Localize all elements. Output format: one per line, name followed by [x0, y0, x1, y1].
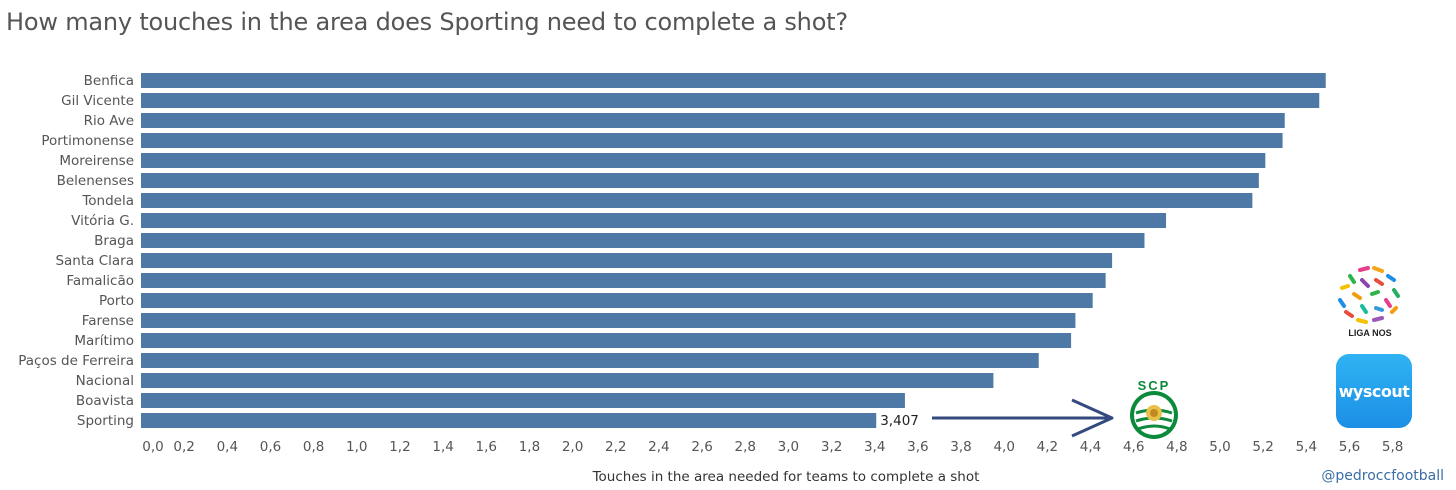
- x-tick-label: 0,4: [217, 439, 238, 455]
- bar-tondela[interactable]: [141, 193, 1253, 208]
- liga-nos-logo: LIGA NOS: [1332, 264, 1408, 344]
- category-label: Tondela: [81, 193, 134, 209]
- category-label: Braga: [94, 233, 134, 249]
- x-tick-label: 2,2: [605, 439, 626, 455]
- x-tick-label: 2,8: [734, 439, 755, 455]
- category-label: Nacional: [76, 373, 134, 389]
- liga-nos-ball-icon: [1338, 266, 1400, 324]
- bar-benfica[interactable]: [141, 73, 1326, 88]
- x-tick-label: 3,6: [907, 439, 928, 455]
- bar-portimonense[interactable]: [141, 133, 1283, 148]
- category-label: Moreirense: [59, 153, 134, 169]
- x-tick-label: 5,6: [1339, 439, 1360, 455]
- x-tick-label: 4,4: [1080, 439, 1101, 455]
- tick-labels: 0,0 0,2 0,4 0,6 0,8 1,0 1,2 1,4 1,6 1,8 2,0 2,2 2,4 2…: [142, 439, 1403, 455]
- x-tick-label: 1,0: [346, 439, 367, 455]
- category-label: Boavista: [76, 393, 134, 409]
- bars-group: [141, 73, 1326, 428]
- sporting-lion-icon: [1130, 391, 1178, 439]
- bar-farense[interactable]: [141, 313, 1076, 328]
- category-label: Farense: [82, 313, 134, 329]
- bar-moreirense[interactable]: [141, 153, 1266, 168]
- category-label: Belenenses: [57, 173, 134, 189]
- bar-santa-clara[interactable]: [141, 253, 1113, 268]
- x-tick-label: 5,2: [1252, 439, 1273, 455]
- x-tick-label: 5,0: [1209, 439, 1230, 455]
- category-label: Vitória G.: [71, 213, 134, 229]
- x-tick-label: 2,0: [562, 439, 583, 455]
- x-tick-label: 1,8: [519, 439, 540, 455]
- x-tick-label: 0,8: [303, 439, 324, 455]
- bar-braga[interactable]: [141, 233, 1145, 248]
- x-tick-label: 1,4: [432, 439, 453, 455]
- x-tick-label: 3,8: [950, 439, 971, 455]
- category-label: Porto: [99, 293, 134, 309]
- x-axis-title: Touches in the area needed for teams to …: [592, 469, 980, 485]
- category-labels: Benfica Gil Vicente Rio Ave Portimonense Mor…: [18, 73, 919, 429]
- x-tick-label: 0,2: [173, 439, 194, 455]
- x-tick-label: 4,0: [993, 439, 1014, 455]
- x-tick-label: 4,2: [1037, 439, 1058, 455]
- category-label: Portimonense: [41, 133, 134, 149]
- x-tick-label: 2,4: [648, 439, 669, 455]
- bar-porto[interactable]: [141, 293, 1093, 308]
- category-label: Sporting: [77, 413, 134, 429]
- chart-title: How many touches in the area does Sporti…: [6, 8, 848, 36]
- x-tick-label: 1,6: [476, 439, 497, 455]
- category-label: Rio Ave: [84, 113, 134, 129]
- bar-rio-ave[interactable]: [141, 113, 1285, 128]
- annotation-group: [932, 398, 1114, 438]
- liga-nos-text: LIGA NOS: [1348, 328, 1391, 338]
- x-tick-label: 3,4: [864, 439, 885, 455]
- x-tick-label: 3,2: [821, 439, 842, 455]
- x-tick-label: 3,0: [778, 439, 799, 455]
- wyscout-text: wyscout: [1338, 381, 1410, 401]
- x-tick-label: 0,0: [142, 439, 163, 455]
- bar-nacional[interactable]: [141, 373, 994, 388]
- bar-sporting[interactable]: [141, 413, 877, 428]
- sporting-crest-text: SCP: [1138, 378, 1171, 393]
- data-label-sporting: 3,407: [880, 413, 919, 429]
- category-label: Marítimo: [74, 333, 134, 349]
- x-tick-label: 2,6: [691, 439, 712, 455]
- bar-gil-vicente[interactable]: [141, 93, 1320, 108]
- x-tick-label: 5,8: [1382, 439, 1403, 455]
- bar-famalic-o[interactable]: [141, 273, 1106, 288]
- category-label: Gil Vicente: [61, 93, 134, 109]
- annotation-arrow-head: [1071, 398, 1114, 438]
- sporting-crest-logo: SCP: [1126, 377, 1182, 447]
- bar-belenenses[interactable]: [141, 173, 1259, 188]
- x-tick-label: 1,2: [389, 439, 410, 455]
- bar-pa-os-de-ferreira[interactable]: [141, 353, 1039, 368]
- bar-mar-timo[interactable]: [141, 333, 1072, 348]
- author-credit: @pedroccfootball: [1321, 468, 1444, 484]
- x-tick-label: 4,8: [1166, 439, 1187, 455]
- category-label: Paços de Ferreira: [18, 353, 134, 369]
- category-label: Benfica: [84, 73, 134, 89]
- bar-vit-ria-g-[interactable]: [141, 213, 1167, 228]
- x-tick-label: 0,6: [260, 439, 281, 455]
- x-tick-label: 5,4: [1296, 439, 1317, 455]
- x-tick-label: 4,6: [1123, 439, 1144, 455]
- category-label: Santa Clara: [55, 253, 134, 269]
- bar-boavista[interactable]: [141, 393, 905, 408]
- wyscout-logo: wyscout: [1336, 354, 1412, 428]
- category-label: Famalicão: [66, 273, 134, 289]
